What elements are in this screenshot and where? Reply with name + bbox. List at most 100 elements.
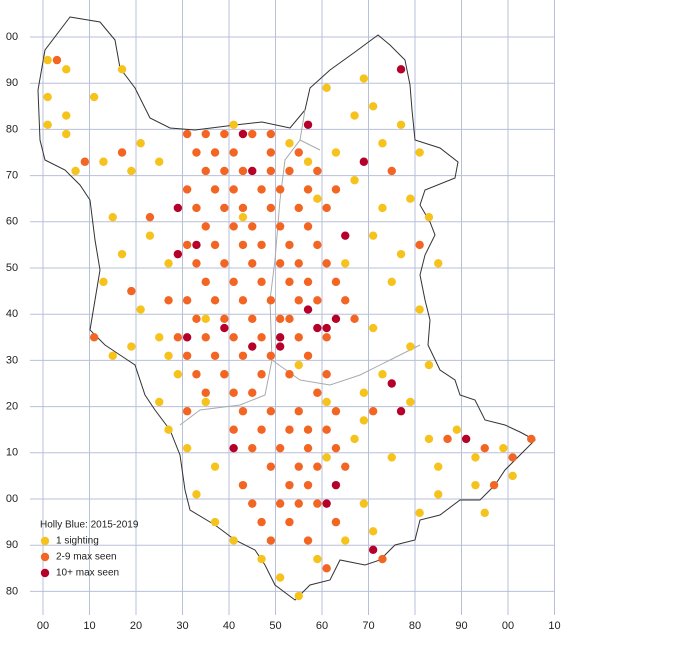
sighting-dot — [62, 65, 71, 74]
sighting-dot — [508, 453, 517, 462]
sighting-dot — [266, 148, 276, 157]
sighting-dot — [294, 360, 303, 370]
sighting-dot — [266, 296, 276, 305]
sighting-dot — [248, 314, 257, 324]
sighting-dot — [322, 370, 331, 379]
sighting-dot — [164, 259, 173, 268]
sighting-dot — [220, 166, 229, 176]
sighting-dot — [127, 286, 136, 296]
sighting-dot — [201, 333, 210, 342]
sighting-dot — [201, 388, 210, 397]
sighting-dot — [396, 249, 406, 259]
sighting-dot — [248, 499, 257, 508]
sighting-dot — [182, 240, 192, 250]
sighting-dot — [173, 370, 183, 379]
sighting-dot — [210, 148, 220, 157]
sighting-dot — [220, 314, 229, 324]
sighting-dot — [368, 323, 378, 333]
sighting-dot — [192, 314, 201, 324]
sighting-dot — [322, 397, 331, 407]
sighting-dot — [136, 305, 145, 314]
y-tick-label: 60 — [6, 216, 18, 228]
sighting-dot — [387, 166, 396, 176]
sighting-dot — [313, 166, 322, 176]
sighting-dot — [89, 333, 99, 342]
sighting-dot — [415, 508, 424, 518]
y-tick-label: 30 — [6, 354, 18, 366]
sighting-dot — [192, 370, 201, 379]
sighting-dot — [406, 342, 415, 351]
sighting-dot — [303, 222, 313, 231]
sighting-dot — [275, 443, 285, 453]
sighting-dot — [322, 259, 331, 268]
sighting-dot — [350, 111, 359, 120]
sighting-dot — [80, 157, 90, 166]
sighting-dot — [294, 333, 303, 342]
x-tick-label: 40 — [223, 620, 235, 632]
sighting-dot — [275, 259, 285, 268]
sighting-dot — [350, 314, 359, 324]
sighting-dot — [248, 342, 257, 351]
sighting-dot — [313, 194, 322, 203]
sighting-dot — [248, 443, 257, 453]
sighting-dot — [368, 102, 378, 111]
sighting-dot — [182, 443, 192, 453]
sighting-dot — [294, 203, 303, 213]
sighting-dot — [266, 407, 276, 416]
sighting-dot — [173, 203, 183, 213]
sighting-dot — [210, 296, 220, 305]
sighting-dot — [424, 212, 434, 222]
sighting-dot — [313, 499, 322, 508]
legend-label: 1 sighting — [56, 536, 99, 547]
sighting-dot — [155, 157, 164, 166]
dots — [43, 55, 536, 601]
sighting-dot — [415, 240, 424, 250]
sighting-dot — [434, 462, 443, 471]
sighting-dot — [480, 443, 489, 453]
sighting-dot — [359, 74, 369, 83]
sighting-dot — [220, 203, 229, 213]
sighting-dot — [313, 388, 322, 397]
sighting-dot — [303, 536, 313, 545]
sighting-dot — [210, 185, 220, 194]
sighting-dot — [275, 314, 285, 324]
sighting-dot — [248, 388, 257, 397]
x-tick-label: 50 — [269, 620, 281, 632]
sighting-dot — [266, 536, 276, 545]
sighting-dot — [238, 129, 248, 139]
sighting-dot — [331, 277, 341, 287]
legend-label: 2-9 max seen — [56, 552, 117, 563]
sighting-dot — [359, 416, 369, 425]
sighting-dot — [192, 490, 201, 499]
y-tick-label: 50 — [6, 262, 18, 274]
sighting-dot — [378, 203, 387, 213]
legend-swatch — [40, 568, 50, 578]
sighting-dot — [89, 92, 99, 102]
sighting-dot — [201, 314, 210, 324]
sighting-dot — [452, 425, 462, 434]
sighting-dot — [192, 148, 201, 157]
sighting-dot — [387, 453, 396, 462]
sighting-dot — [182, 296, 192, 305]
x-tick-label: 10 — [83, 620, 95, 632]
sighting-dot — [257, 333, 266, 342]
y-tick-label: 00 — [6, 493, 18, 505]
sighting-dot — [285, 370, 294, 379]
sighting-dot — [313, 296, 322, 305]
sighting-dot — [238, 212, 248, 222]
sighting-dot — [229, 120, 238, 129]
sighting-dot — [210, 351, 220, 360]
sighting-dot — [443, 434, 452, 444]
sighting-dot — [368, 231, 378, 240]
sighting-dot — [285, 166, 294, 176]
sighting-dot — [368, 407, 378, 416]
sighting-dot — [257, 185, 266, 194]
sighting-dot — [331, 517, 341, 527]
sighting-dot — [275, 573, 285, 582]
sighting-dot — [313, 240, 322, 250]
sighting-dot — [285, 139, 294, 148]
sighting-dot — [229, 388, 238, 397]
sighting-dot — [238, 407, 248, 416]
sighting-dot — [229, 425, 238, 434]
